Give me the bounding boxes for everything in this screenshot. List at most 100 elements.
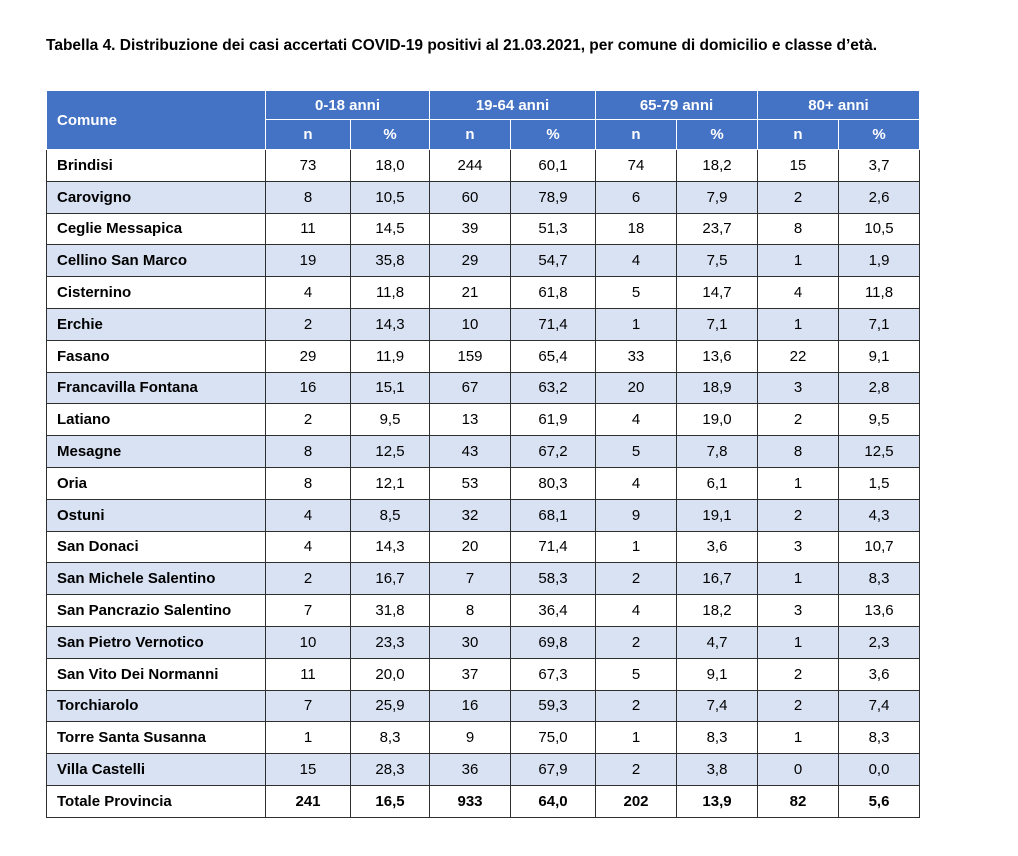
pct-65-79-cell: 18,2	[676, 149, 758, 182]
n-19-64-cell: 159	[429, 339, 511, 373]
table-row: Villa Castelli 15 28,3 36 67,9 2 3,8 0 0,0	[46, 753, 920, 786]
total-n-0-18-cell: 241	[265, 784, 351, 818]
n-80plus-cell: 3	[757, 530, 839, 564]
table-row: Oria 8 12,1 53 80,3 4 6,1 1 1,5	[46, 466, 920, 500]
table-row: Fasano 29 11,9 159 65,4 33 13,6 22 9,1	[46, 339, 920, 373]
pct-0-18-cell: 18,0	[350, 149, 430, 182]
comune-cell: Cellino San Marco	[46, 244, 266, 278]
header-group-80plus: 80+ anni	[757, 90, 920, 120]
pct-0-18-cell: 25,9	[350, 689, 430, 723]
pct-65-79-cell: 7,4	[676, 689, 758, 723]
pct-65-79-cell: 8,3	[676, 721, 758, 755]
pct-80plus-cell: 8,3	[838, 721, 920, 755]
pct-0-18-cell: 23,3	[350, 625, 430, 659]
n-0-18-cell: 8	[265, 435, 351, 468]
pct-65-79-cell: 14,7	[676, 276, 758, 309]
header-group-0-18: 0-18 anni	[265, 90, 430, 120]
pct-0-18-cell: 11,9	[350, 339, 430, 373]
n-65-79-cell: 2	[595, 689, 677, 723]
pct-0-18-cell: 31,8	[350, 594, 430, 627]
n-80plus-cell: 3	[757, 594, 839, 627]
n-80plus-cell: 3	[757, 371, 839, 405]
comune-cell: Villa Castelli	[46, 753, 266, 786]
pct-65-79-cell: 7,8	[676, 435, 758, 468]
n-65-79-cell: 20	[595, 371, 677, 405]
n-0-18-cell: 73	[265, 149, 351, 182]
pct-19-64-cell: 59,3	[510, 689, 596, 723]
n-0-18-cell: 8	[265, 466, 351, 500]
table-caption: Tabella 4. Distribuzione dei casi accert…	[46, 37, 878, 54]
n-19-64-cell: 36	[429, 753, 511, 786]
comune-cell: Mesagne	[46, 435, 266, 468]
n-80plus-cell: 1	[757, 625, 839, 659]
pct-65-79-cell: 16,7	[676, 562, 758, 596]
pct-19-64-cell: 60,1	[510, 149, 596, 182]
n-19-64-cell: 60	[429, 180, 511, 214]
n-19-64-cell: 13	[429, 403, 511, 437]
comune-cell: Torchiarolo	[46, 689, 266, 723]
pct-80plus-cell: 13,6	[838, 594, 920, 627]
n-80plus-cell: 1	[757, 244, 839, 278]
n-19-64-cell: 43	[429, 435, 511, 468]
n-0-18-cell: 11	[265, 212, 351, 246]
n-19-64-cell: 244	[429, 149, 511, 182]
total-n-65-79-cell: 202	[595, 784, 677, 818]
n-19-64-cell: 32	[429, 498, 511, 532]
pct-80plus-cell: 9,1	[838, 339, 920, 373]
n-80plus-cell: 2	[757, 689, 839, 723]
comune-cell: Torre Santa Susanna	[46, 721, 266, 755]
n-80plus-cell: 2	[757, 180, 839, 214]
pct-19-64-cell: 61,9	[510, 403, 596, 437]
pct-80plus-cell: 2,8	[838, 371, 920, 405]
table-row: Carovigno 8 10,5 60 78,9 6 7,9 2 2,6	[46, 180, 920, 214]
n-80plus-cell: 4	[757, 276, 839, 309]
header-group-65-79: 65-79 anni	[595, 90, 758, 120]
pct-65-79-cell: 4,7	[676, 625, 758, 659]
pct-65-79-cell: 7,5	[676, 244, 758, 278]
pct-19-64-cell: 68,1	[510, 498, 596, 532]
total-pct-65-79-cell: 13,9	[676, 784, 758, 818]
total-comune-cell: Totale Provincia	[46, 784, 266, 818]
comune-cell: Ceglie Messapica	[46, 212, 266, 246]
pct-19-64-cell: 63,2	[510, 371, 596, 405]
comune-cell: Brindisi	[46, 149, 266, 182]
comune-cell: Francavilla Fontana	[46, 371, 266, 405]
header-group-19-64: 19-64 anni	[429, 90, 596, 120]
table-body: Brindisi 73 18,0 244 60,1 7 4 18,2 15 3,7 Carovign…	[46, 149, 920, 818]
total-row: Totale Provincia 241 16,5 933 64,0 202 13,9 82 5…	[46, 784, 920, 818]
total-n-19-64-cell: 933	[429, 784, 511, 818]
n-80plus-cell: 2	[757, 498, 839, 532]
pct-65-79-cell: 7,1	[676, 307, 758, 341]
n-19-64-cell: 9	[429, 721, 511, 755]
pct-0-18-cell: 9,5	[350, 403, 430, 437]
n-0-18-cell: 16	[265, 371, 351, 405]
pct-65-79-cell: 3,8	[676, 753, 758, 786]
n-0-18-cell: 7	[265, 689, 351, 723]
pct-80plus-cell: 1,5	[838, 466, 920, 500]
comune-cell: Fasano	[46, 339, 266, 373]
pct-80plus-cell: 10,5	[838, 212, 920, 246]
pct-65-79-cell: 18,9	[676, 371, 758, 405]
comune-cell: San Vito Dei Normanni	[46, 657, 266, 691]
pct-0-18-cell: 12,5	[350, 435, 430, 468]
n-0-18-cell: 11	[265, 657, 351, 691]
table-row: Francavilla Fontana 16 15,1 67 63,2 20 18,9 3 2,…	[46, 371, 920, 405]
header-pct: %	[676, 119, 758, 150]
n-0-18-cell: 1	[265, 721, 351, 755]
pct-80plus-cell: 3,7	[838, 149, 920, 182]
n-65-79-cell: 2	[595, 753, 677, 786]
n-65-79-cell: 18	[595, 212, 677, 246]
n-0-18-cell: 4	[265, 530, 351, 564]
n-0-18-cell: 10	[265, 625, 351, 659]
n-80plus-cell: 1	[757, 721, 839, 755]
table-row: Torchiarolo 7 25,9 16 59,3 2 7,4 2 7,4	[46, 689, 920, 723]
n-0-18-cell: 29	[265, 339, 351, 373]
pct-65-79-cell: 9,1	[676, 657, 758, 691]
n-0-18-cell: 15	[265, 753, 351, 786]
table-row: Torre Santa Susanna 1 8,3 9 75,0 1 8,3 1 8,3	[46, 721, 920, 755]
n-80plus-cell: 22	[757, 339, 839, 373]
n-19-64-cell: 10	[429, 307, 511, 341]
pct-80plus-cell: 9,5	[838, 403, 920, 437]
table-row: San Pancrazio Salentino 7 31,8 8 36,4 4 18,2 3 1…	[46, 594, 920, 627]
